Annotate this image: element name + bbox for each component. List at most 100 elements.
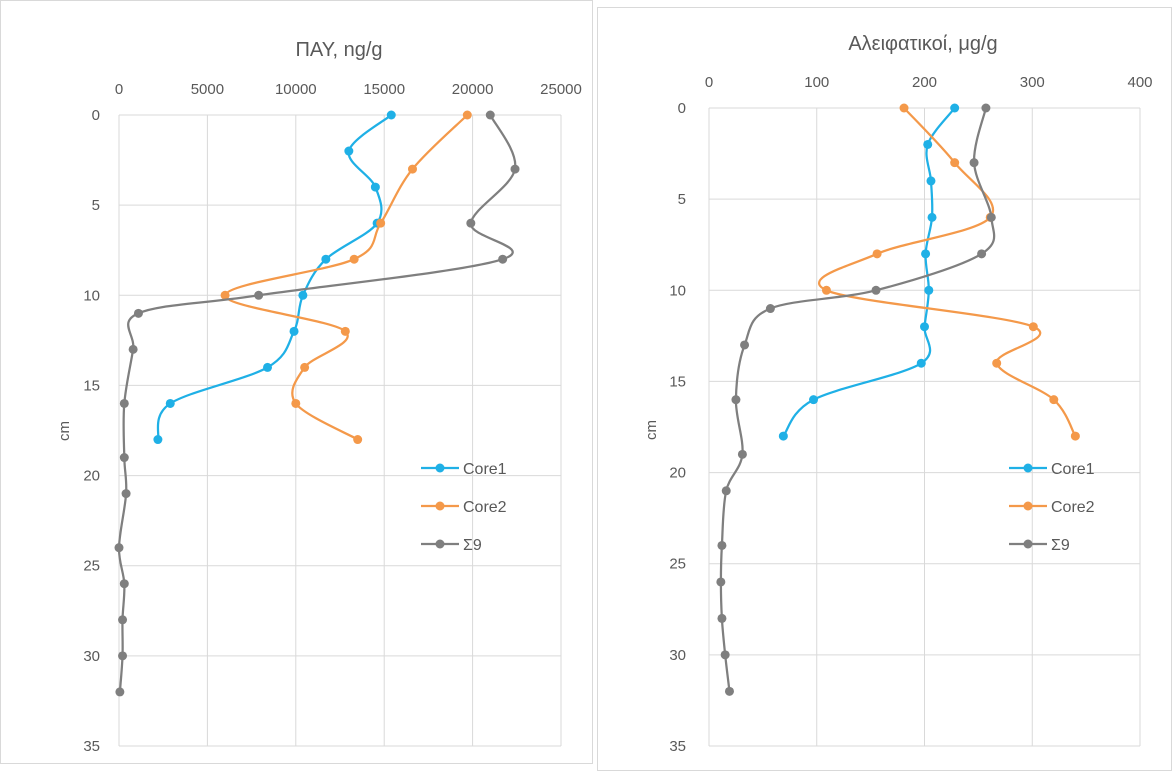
aliphatic-series-point-1: [927, 212, 937, 222]
pah-series-point-3: [133, 308, 143, 318]
aliphatic-series-point-1: [916, 358, 926, 368]
pah-legend-marker-3: [435, 539, 445, 549]
aliphatic-series-point-3: [765, 304, 775, 314]
aliphatic-legend-marker-3: [1023, 539, 1033, 549]
aliphatic-x-tick-label: 100: [804, 74, 829, 91]
aliphatic-series-point-2: [821, 285, 831, 295]
pah-x-tick-label: 0: [115, 81, 123, 98]
pah-y-tick-label: 30: [83, 648, 100, 665]
pah-series-point-3: [128, 344, 138, 354]
pah-series-point-1: [263, 362, 273, 372]
aliphatic-series-point-2: [1049, 395, 1059, 405]
pah-series-point-3: [485, 110, 495, 120]
aliphatic-y-tick-label: 15: [669, 373, 686, 390]
pah-y-tick-label: 10: [83, 287, 100, 304]
aliphatic-series-point-3: [977, 249, 987, 259]
chart-panel-pah: ΠΑΥ, ng/g 0 5000 10000 15000 20000 25000 0 5 10 15…: [0, 0, 593, 764]
aliphatic-series-point-2: [899, 103, 909, 113]
aliphatic-legend-label-3: Σ9: [1051, 537, 1070, 554]
pah-series-line-1: [156, 113, 393, 441]
aliphatic-series-point-3: [740, 340, 750, 350]
aliphatic-series-point-3: [724, 686, 734, 696]
pah-series-point-1: [370, 182, 380, 192]
pah-series-point-1: [165, 398, 175, 408]
aliphatic-series-point-3: [716, 577, 726, 587]
aliphatic-series-point-1: [950, 103, 960, 113]
aliphatic-y-axis-label: cm: [643, 420, 660, 440]
aliphatic-y-tick-label: 20: [669, 465, 686, 482]
pah-series-point-1: [321, 254, 331, 264]
aliphatic-series-line-3: [719, 106, 996, 693]
pah-series-point-3: [119, 398, 129, 408]
pah-series-point-3: [119, 579, 129, 589]
pah-series-point-3: [254, 290, 264, 300]
pah-series-point-2: [407, 164, 417, 174]
aliphatic-series-point-3: [717, 540, 727, 550]
aliphatic-series-point-1: [920, 322, 929, 332]
pah-series-point-3: [466, 218, 476, 228]
pah-series-point-1: [153, 435, 163, 445]
aliphatic-legend-label-1: Core1: [1051, 461, 1095, 478]
pah-legend-marker-2: [435, 501, 445, 511]
pah-legend-label-2: Core2: [463, 499, 507, 516]
aliphatic-series-point-1: [924, 285, 934, 295]
aliphatic-legend-marker-1: [1023, 463, 1033, 473]
aliphatic-series-point-3: [969, 158, 979, 168]
pah-series-point-1: [344, 146, 354, 156]
pah-series-point-3: [121, 489, 131, 499]
aliphatic-x-tick-label: 400: [1127, 74, 1152, 91]
aliphatic-y-tick-label: 5: [678, 191, 686, 208]
pah-series-point-2: [462, 110, 472, 120]
pah-y-tick-label: 5: [92, 197, 100, 214]
pah-depth-chart: ΠΑΥ, ng/g 0 5000 10000 15000 20000 25000 0 5 10 15…: [56, 39, 582, 755]
pah-chart-title: ΠΑΥ, ng/g: [295, 39, 382, 61]
pah-series-point-3: [119, 453, 129, 463]
aliphatic-series-point-3: [721, 486, 731, 496]
pah-series-point-2: [300, 362, 310, 372]
aliphatic-series-point-2: [872, 249, 882, 259]
pah-legend-marker-1: [435, 463, 445, 473]
aliphatic-y-tick-label: 35: [669, 738, 686, 755]
chart-panel-aliphatic: Αλειφατικοί, μg/g 0 100 200 300 400 0 5 10 15 20 25…: [597, 7, 1172, 771]
aliphatic-x-tick-label: 200: [912, 74, 937, 91]
aliphatic-series-point-2: [950, 158, 960, 168]
aliphatic-series-point-1: [921, 249, 931, 259]
aliphatic-series-point-2: [1028, 322, 1038, 332]
pah-y-axis-label: cm: [56, 421, 73, 441]
pah-series-point-3: [115, 687, 125, 697]
aliphatic-x-tick-label: 300: [1020, 74, 1045, 91]
pah-series-point-1: [386, 110, 396, 120]
pah-series-line-3: [117, 113, 517, 694]
pah-series-point-2: [353, 435, 363, 445]
pah-series-point-2: [291, 398, 301, 408]
pah-legend-label-3: Σ9: [463, 537, 482, 554]
pah-series-point-2: [340, 326, 350, 336]
aliphatic-series-line-1: [782, 106, 956, 438]
aliphatic-legend-marker-2: [1023, 501, 1033, 511]
pah-series-line-2: [223, 113, 469, 441]
aliphatic-series-point-3: [981, 103, 991, 113]
aliphatic-chart-title: Αλειφατικοί, μg/g: [848, 33, 997, 55]
aliphatic-depth-chart: Αλειφατικοί, μg/g 0 100 200 300 400 0 5 10 15 20 25…: [643, 33, 1153, 755]
aliphatic-legend-label-2: Core2: [1051, 499, 1095, 516]
aliphatic-y-tick-label: 0: [678, 100, 686, 117]
pah-series-point-1: [298, 290, 308, 300]
aliphatic-series-point-3: [720, 650, 730, 660]
pah-y-tick-label: 35: [83, 738, 100, 755]
aliphatic-series-point-1: [923, 139, 933, 149]
aliphatic-series-point-2: [1070, 431, 1080, 441]
pah-series-point-2: [349, 254, 359, 264]
aliphatic-y-tick-label: 30: [669, 647, 686, 664]
aliphatic-series-point-1: [809, 395, 819, 405]
aliphatic-y-tick-label: 10: [669, 282, 686, 299]
pah-series-point-2: [220, 290, 230, 300]
aliphatic-series-point-3: [986, 212, 996, 222]
aliphatic-series-point-1: [926, 176, 936, 186]
pah-series-point-3: [114, 543, 124, 553]
pah-series-point-3: [118, 651, 128, 661]
pah-x-tick-label: 10000: [275, 81, 317, 98]
aliphatic-x-tick-label: 0: [705, 74, 713, 91]
aliphatic-y-tick-label: 25: [669, 556, 686, 573]
aliphatic-series-point-3: [717, 613, 727, 623]
aliphatic-series-line-2: [817, 106, 1077, 438]
